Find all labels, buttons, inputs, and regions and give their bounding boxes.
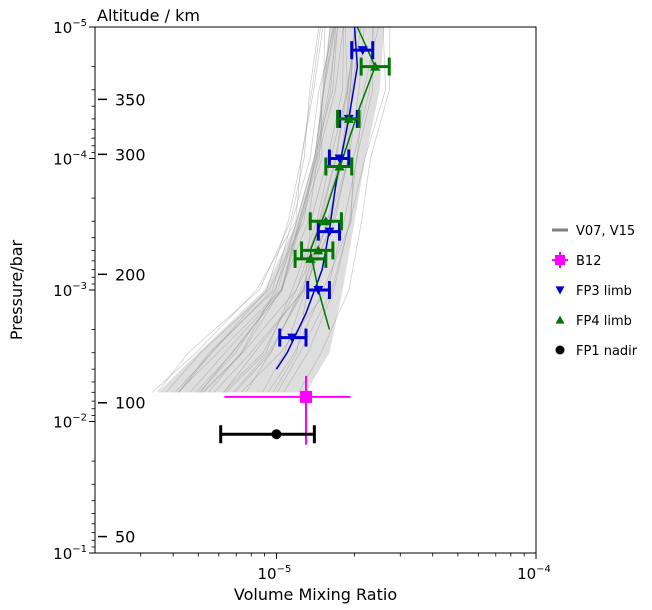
data-point xyxy=(219,425,316,444)
y-tick-label: 10−1 xyxy=(53,544,87,563)
model-profile-line xyxy=(165,26,331,393)
legend-entry: B12 xyxy=(552,252,601,269)
legend-label: FP3 limb xyxy=(576,284,632,299)
data-point xyxy=(308,212,343,231)
model-profile-line xyxy=(189,26,339,393)
legend-label: V07, V15 xyxy=(576,224,635,239)
data-series xyxy=(219,41,391,445)
model-profile-line xyxy=(283,26,374,393)
altitude-tick-label: 300 xyxy=(115,145,146,164)
model-profile-line xyxy=(152,26,324,393)
legend-marker xyxy=(555,255,565,265)
data-marker xyxy=(271,429,282,440)
y-tick-label: 10−3 xyxy=(53,281,87,300)
legend-label: FP4 limb xyxy=(576,314,632,329)
legend-entry: FP3 limb xyxy=(555,284,632,299)
altitude-tick-label: 50 xyxy=(115,528,135,547)
data-marker xyxy=(320,216,331,226)
data-marker xyxy=(287,333,298,343)
legend-marker xyxy=(555,315,565,324)
model-profile-line xyxy=(195,26,336,393)
data-marker xyxy=(343,113,354,123)
data-point xyxy=(336,109,361,128)
legend-marker xyxy=(555,345,565,355)
data-point xyxy=(306,281,331,299)
model-profile-line xyxy=(157,26,320,393)
data-point xyxy=(350,41,375,60)
data-marker xyxy=(334,154,345,164)
data-point xyxy=(327,149,351,168)
altitude-tick-label: 200 xyxy=(115,265,146,284)
altitude-axis-label: Altitude / km xyxy=(97,6,200,25)
y-tick-label: 10−5 xyxy=(53,18,87,37)
legend-entry: FP4 limb xyxy=(555,314,632,329)
model-profile-line xyxy=(277,26,386,393)
x-axis-label: Volume Mixing Ratio xyxy=(234,585,397,604)
data-marker xyxy=(324,227,335,237)
data-marker xyxy=(313,245,324,255)
data-point xyxy=(278,328,308,347)
legend-label: B12 xyxy=(576,254,601,269)
data-marker xyxy=(313,286,324,295)
legend-label: FP1 nadir xyxy=(576,344,638,359)
altitude-tick-label: 100 xyxy=(115,394,146,413)
model-profile-line xyxy=(240,26,379,393)
x-tick-label: 10−4 xyxy=(517,564,551,583)
data-marker xyxy=(334,161,345,171)
data-marker xyxy=(300,390,313,403)
data-point xyxy=(359,57,391,76)
model-profile-line xyxy=(298,26,391,393)
legend: V07, V15 B12 FP3 limb FP4 limb FP1 nadir xyxy=(552,224,638,359)
data-marker xyxy=(357,46,368,56)
x-tick-label: 10−5 xyxy=(258,564,292,583)
model-envelope-core xyxy=(158,27,385,393)
data-point xyxy=(300,241,335,260)
legend-marker xyxy=(555,286,565,295)
fit-curve xyxy=(309,26,376,330)
y-tick-label: 10−2 xyxy=(53,413,87,432)
model-profile-line xyxy=(178,26,334,393)
model-profile-line xyxy=(174,26,321,393)
y-tick-label: 10−4 xyxy=(53,150,87,169)
data-point xyxy=(324,157,354,176)
data-point xyxy=(316,222,342,241)
y-axis-label: Pressure/bar xyxy=(7,239,26,340)
model-profile-line xyxy=(267,26,374,393)
legend-entry: FP1 nadir xyxy=(555,344,638,359)
altitude-tick-label: 350 xyxy=(115,90,146,109)
model-profile-line xyxy=(201,26,344,393)
axes: 10−5 10−4 10−5 10−4 10−3 10−2 10−1 350 300 200 100… xyxy=(53,18,551,583)
data-point xyxy=(293,249,328,268)
data-marker xyxy=(370,61,381,71)
legend-entry: V07, V15 xyxy=(552,224,635,239)
data-marker xyxy=(305,253,316,263)
